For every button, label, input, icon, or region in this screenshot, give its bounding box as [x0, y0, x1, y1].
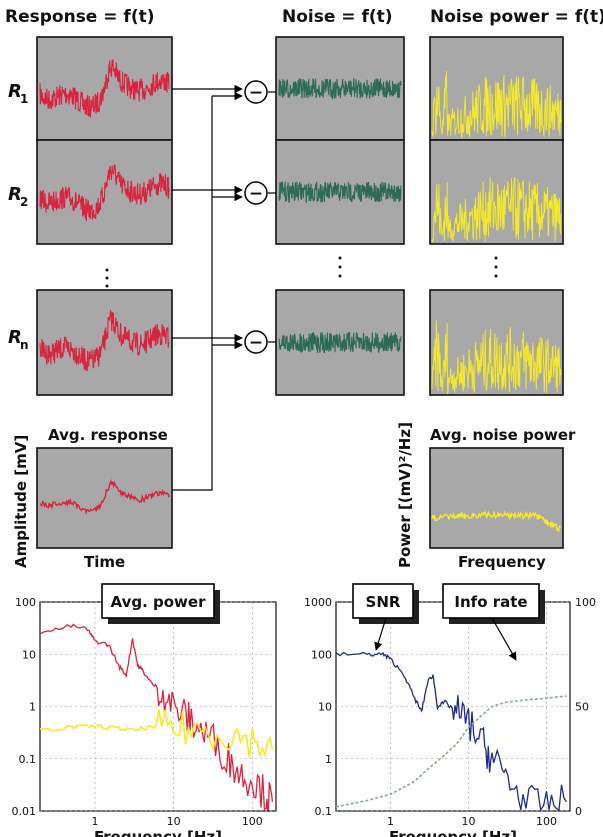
avg-response-trace	[36, 447, 173, 549]
y-tick-label: 1000	[304, 596, 332, 609]
ellipsis-dots	[105, 256, 498, 288]
svg-text:R: R	[8, 327, 22, 348]
y-tick-label: 10	[318, 701, 332, 714]
x-tick-label: 1	[387, 815, 394, 828]
info-rate-pointer-arrow	[491, 617, 517, 661]
svg-text:R: R	[8, 81, 22, 102]
x-tick-label: 10	[462, 815, 476, 828]
noise-trace-n	[275, 289, 405, 396]
avg-power-chart: 100 10 1 0.1 0.01 1 10 100 Frequency [Hz]	[12, 596, 277, 837]
frequency-label: Frequency	[458, 553, 546, 571]
noise-power-2	[429, 139, 564, 245]
svg-text:−: −	[249, 184, 263, 204]
noise-power-1	[429, 36, 564, 141]
subtract-node-2: −	[244, 181, 268, 205]
x-tick-label: 1	[91, 815, 98, 828]
svg-text:2: 2	[20, 195, 28, 209]
y2-tick-label: 50	[575, 701, 589, 714]
y2-tick-label: 0	[575, 805, 582, 818]
avg-power-callout: Avg. power	[101, 583, 220, 624]
row-label-2: R 2	[8, 184, 28, 209]
avg-response-label: Avg. response	[48, 426, 168, 444]
y-tick-label: 100	[15, 596, 36, 609]
svg-text:Avg. power: Avg. power	[111, 593, 207, 611]
x-axis-label: Frequency [Hz]	[94, 828, 222, 837]
response-trace-1	[36, 36, 173, 141]
snr-pointer-arrow	[374, 617, 387, 651]
y-tick-label: 0.1	[315, 805, 333, 818]
wiring	[172, 84, 276, 491]
svg-text:−: −	[249, 333, 263, 353]
svg-text:−: −	[249, 83, 263, 103]
noise-trace-1	[275, 36, 405, 141]
svg-text:1: 1	[20, 92, 28, 106]
response-trace-2	[36, 139, 173, 245]
row-label-n: R n	[8, 327, 29, 352]
y-tick-label: 1	[29, 701, 36, 714]
y-tick-label: 10	[22, 648, 36, 661]
noise-header: Noise = f(t)	[282, 7, 393, 27]
svg-text:R: R	[8, 184, 22, 205]
noise-power-header: Noise power = f(t)	[430, 7, 603, 27]
snr-callout: SNR	[352, 583, 419, 624]
power-axis-label: Power [(mV)²/Hz]	[396, 422, 414, 568]
y-tick-label: 1	[325, 753, 332, 766]
svg-text:n: n	[20, 338, 29, 352]
noise-power-n	[429, 289, 564, 396]
x-tick-label: 10	[167, 815, 181, 828]
noise-trace-2	[275, 139, 405, 245]
svg-text:SNR: SNR	[366, 593, 401, 611]
x-tick-label: 100	[536, 815, 557, 828]
x-tick-label: 100	[242, 815, 263, 828]
series-line-1	[335, 695, 567, 808]
avg-noise-power-trace	[429, 447, 564, 549]
row-label-1: R 1	[8, 81, 28, 106]
series-line-1	[39, 709, 274, 759]
time-label: Time	[84, 553, 125, 571]
subtract-node-1: −	[244, 80, 268, 104]
response-trace-n	[36, 289, 173, 396]
x-axis-label: Frequency [Hz]	[389, 828, 517, 837]
avg-noise-power-label: Avg. noise power	[430, 426, 576, 444]
series-line-0	[335, 651, 567, 812]
amplitude-axis-label: Amplitude [mV]	[12, 435, 30, 568]
svg-text:Info rate: Info rate	[454, 593, 527, 611]
series-line-0	[39, 623, 274, 812]
y2-tick-label: 100	[575, 596, 596, 609]
y-tick-label: 100	[311, 648, 332, 661]
y-tick-label: 0.01	[12, 805, 37, 818]
snr-info-rate-chart: 1000 100 10 1 0.1 1 10 100 Frequency [Hz] 100 50 0	[304, 596, 596, 837]
response-header: Response = f(t)	[5, 7, 154, 27]
subtract-node-n: −	[244, 330, 268, 354]
y-tick-label: 0.1	[19, 753, 37, 766]
info-rate-callout: Info rate	[442, 583, 545, 624]
